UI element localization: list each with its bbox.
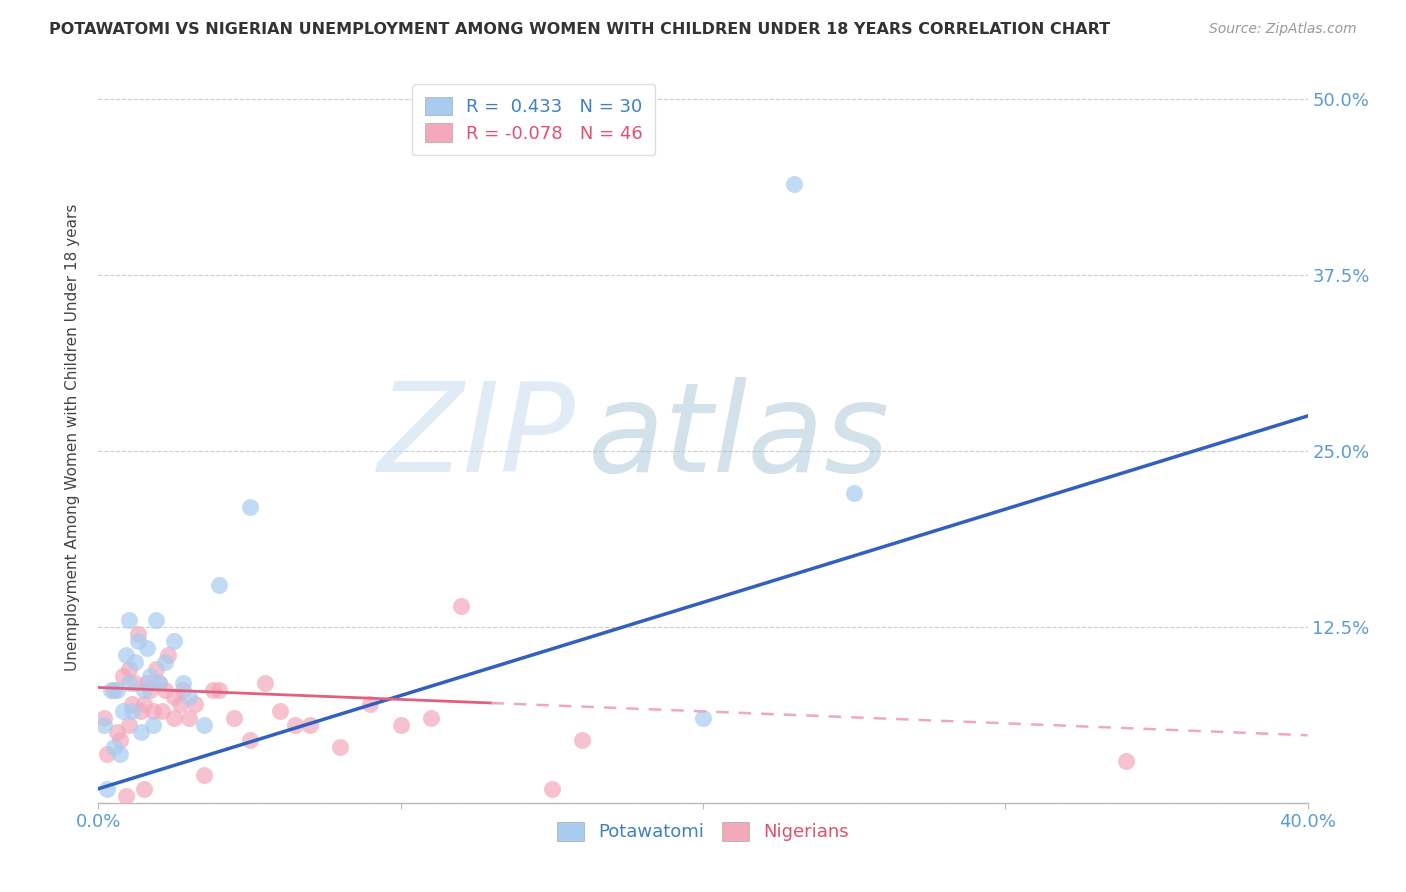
Point bbox=[127, 634, 149, 648]
Point bbox=[692, 711, 714, 725]
Point bbox=[299, 718, 322, 732]
Point bbox=[193, 767, 215, 781]
Point bbox=[118, 662, 141, 676]
Point bbox=[148, 676, 170, 690]
Point bbox=[142, 718, 165, 732]
Point bbox=[96, 747, 118, 761]
Point bbox=[1115, 754, 1137, 768]
Point bbox=[329, 739, 352, 754]
Point bbox=[93, 711, 115, 725]
Point bbox=[129, 705, 152, 719]
Text: Source: ZipAtlas.com: Source: ZipAtlas.com bbox=[1209, 22, 1357, 37]
Point bbox=[193, 718, 215, 732]
Point bbox=[783, 177, 806, 191]
Point bbox=[118, 613, 141, 627]
Point bbox=[269, 705, 291, 719]
Point bbox=[163, 711, 186, 725]
Point bbox=[202, 683, 225, 698]
Point bbox=[148, 676, 170, 690]
Point bbox=[239, 500, 262, 515]
Point bbox=[108, 732, 131, 747]
Point bbox=[139, 669, 162, 683]
Point bbox=[145, 662, 167, 676]
Point bbox=[163, 634, 186, 648]
Point bbox=[93, 718, 115, 732]
Point bbox=[145, 613, 167, 627]
Point bbox=[132, 698, 155, 712]
Point bbox=[108, 747, 131, 761]
Point bbox=[124, 676, 146, 690]
Point bbox=[450, 599, 472, 613]
Point bbox=[179, 711, 201, 725]
Point bbox=[239, 732, 262, 747]
Point bbox=[153, 683, 176, 698]
Point bbox=[179, 690, 201, 705]
Point bbox=[420, 711, 443, 725]
Point bbox=[142, 705, 165, 719]
Point bbox=[224, 711, 246, 725]
Point bbox=[172, 683, 194, 698]
Point bbox=[135, 676, 157, 690]
Point bbox=[284, 718, 307, 732]
Point bbox=[105, 725, 128, 739]
Point bbox=[103, 683, 125, 698]
Point bbox=[103, 739, 125, 754]
Y-axis label: Unemployment Among Women with Children Under 18 years: Unemployment Among Women with Children U… bbox=[65, 203, 80, 671]
Point bbox=[184, 698, 207, 712]
Point bbox=[127, 627, 149, 641]
Point bbox=[132, 683, 155, 698]
Point bbox=[163, 690, 186, 705]
Point bbox=[135, 641, 157, 656]
Point bbox=[111, 705, 134, 719]
Point bbox=[121, 698, 143, 712]
Point bbox=[208, 683, 231, 698]
Point bbox=[172, 676, 194, 690]
Point bbox=[111, 669, 134, 683]
Point bbox=[114, 648, 136, 662]
Point bbox=[156, 648, 179, 662]
Point bbox=[169, 698, 191, 712]
Point bbox=[118, 676, 141, 690]
Point bbox=[105, 683, 128, 698]
Point bbox=[844, 486, 866, 500]
Point bbox=[100, 683, 122, 698]
Point bbox=[253, 676, 276, 690]
Text: POTAWATOMI VS NIGERIAN UNEMPLOYMENT AMONG WOMEN WITH CHILDREN UNDER 18 YEARS COR: POTAWATOMI VS NIGERIAN UNEMPLOYMENT AMON… bbox=[49, 22, 1111, 37]
Point bbox=[132, 781, 155, 796]
Point bbox=[114, 789, 136, 803]
Text: atlas: atlas bbox=[588, 376, 890, 498]
Point bbox=[118, 718, 141, 732]
Point bbox=[121, 705, 143, 719]
Point bbox=[389, 718, 412, 732]
Point bbox=[129, 725, 152, 739]
Legend: Potawatomi, Nigerians: Potawatomi, Nigerians bbox=[546, 811, 860, 852]
Point bbox=[124, 655, 146, 669]
Point bbox=[540, 781, 562, 796]
Point bbox=[571, 732, 593, 747]
Point bbox=[96, 781, 118, 796]
Point bbox=[139, 683, 162, 698]
Text: ZIP: ZIP bbox=[378, 376, 576, 498]
Point bbox=[360, 698, 382, 712]
Point bbox=[208, 578, 231, 592]
Point bbox=[153, 655, 176, 669]
Point bbox=[150, 705, 173, 719]
